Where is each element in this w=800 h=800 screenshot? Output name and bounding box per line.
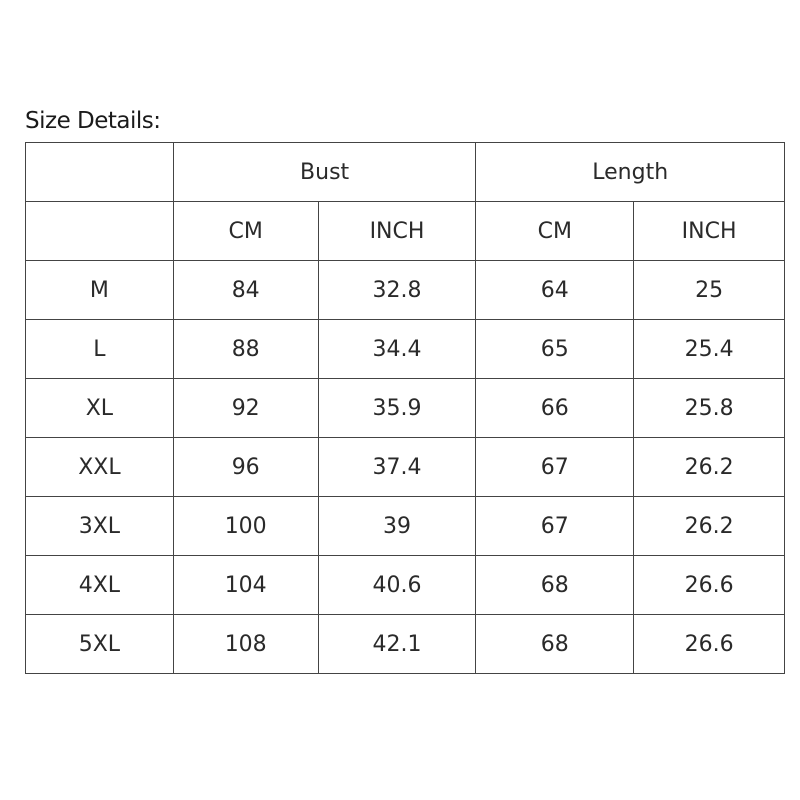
length-cm-cell: 68 [475, 555, 635, 615]
bust-cm-cell: 84 [172, 260, 319, 320]
table-row: M 84 32.8 64 25 [25, 260, 785, 320]
size-cell: XXL [25, 437, 174, 497]
size-cell: XL [25, 378, 174, 438]
size-table: Bust Length CM INCH CM INCH M 84 32.8 64 25 L… [25, 142, 785, 674]
length-cm-cell: 66 [475, 378, 635, 438]
table-row: XL 92 35.9 66 25.8 [25, 378, 785, 438]
table-row: L 88 34.4 65 25.4 [25, 319, 785, 379]
bust-cm-cell: 108 [172, 614, 319, 674]
bust-inch-cell: 37.4 [317, 437, 477, 497]
bust-cm-cell: 100 [172, 496, 319, 556]
table-row: 4XL 104 40.6 68 26.6 [25, 555, 785, 615]
size-cell: 4XL [25, 555, 174, 615]
size-cell: M [25, 260, 174, 320]
table-row: 5XL 108 42.1 68 26.6 [25, 614, 785, 674]
length-inch-cell: 26.6 [633, 555, 785, 615]
length-cm-cell: 68 [475, 614, 635, 674]
bust-inch-cell: 32.8 [317, 260, 477, 320]
length-cm-cell: 64 [475, 260, 635, 320]
size-cell: 5XL [25, 614, 174, 674]
length-inch-cell: 25 [633, 260, 785, 320]
bust-cm-cell: 104 [172, 555, 319, 615]
group-header-row: Bust Length [25, 142, 785, 202]
length-inch-cell: 26.6 [633, 614, 785, 674]
bust-inch-cell: 40.6 [317, 555, 477, 615]
size-cell: 3XL [25, 496, 174, 556]
bust-inch-cell: 35.9 [317, 378, 477, 438]
length-cm-cell: 67 [475, 496, 635, 556]
page-title: Size Details: [25, 108, 161, 134]
header-length-cm: CM [475, 201, 635, 261]
header-length-inch: INCH [633, 201, 785, 261]
unit-header-row: CM INCH CM INCH [25, 201, 785, 261]
table-row: XXL 96 37.4 67 26.2 [25, 437, 785, 497]
header-bust: Bust [172, 142, 477, 202]
bust-inch-cell: 42.1 [317, 614, 477, 674]
table-row: 3XL 100 39 67 26.2 [25, 496, 785, 556]
header-empty-cell [25, 142, 174, 202]
length-inch-cell: 25.4 [633, 319, 785, 379]
length-inch-cell: 26.2 [633, 437, 785, 497]
header-empty-cell [25, 201, 174, 261]
size-cell: L [25, 319, 174, 379]
length-inch-cell: 25.8 [633, 378, 785, 438]
bust-cm-cell: 88 [172, 319, 319, 379]
header-bust-inch: INCH [317, 201, 477, 261]
bust-inch-cell: 34.4 [317, 319, 477, 379]
bust-inch-cell: 39 [317, 496, 477, 556]
length-cm-cell: 65 [475, 319, 635, 379]
length-inch-cell: 26.2 [633, 496, 785, 556]
length-cm-cell: 67 [475, 437, 635, 497]
header-length: Length [475, 142, 785, 202]
bust-cm-cell: 96 [172, 437, 319, 497]
header-bust-cm: CM [172, 201, 319, 261]
bust-cm-cell: 92 [172, 378, 319, 438]
